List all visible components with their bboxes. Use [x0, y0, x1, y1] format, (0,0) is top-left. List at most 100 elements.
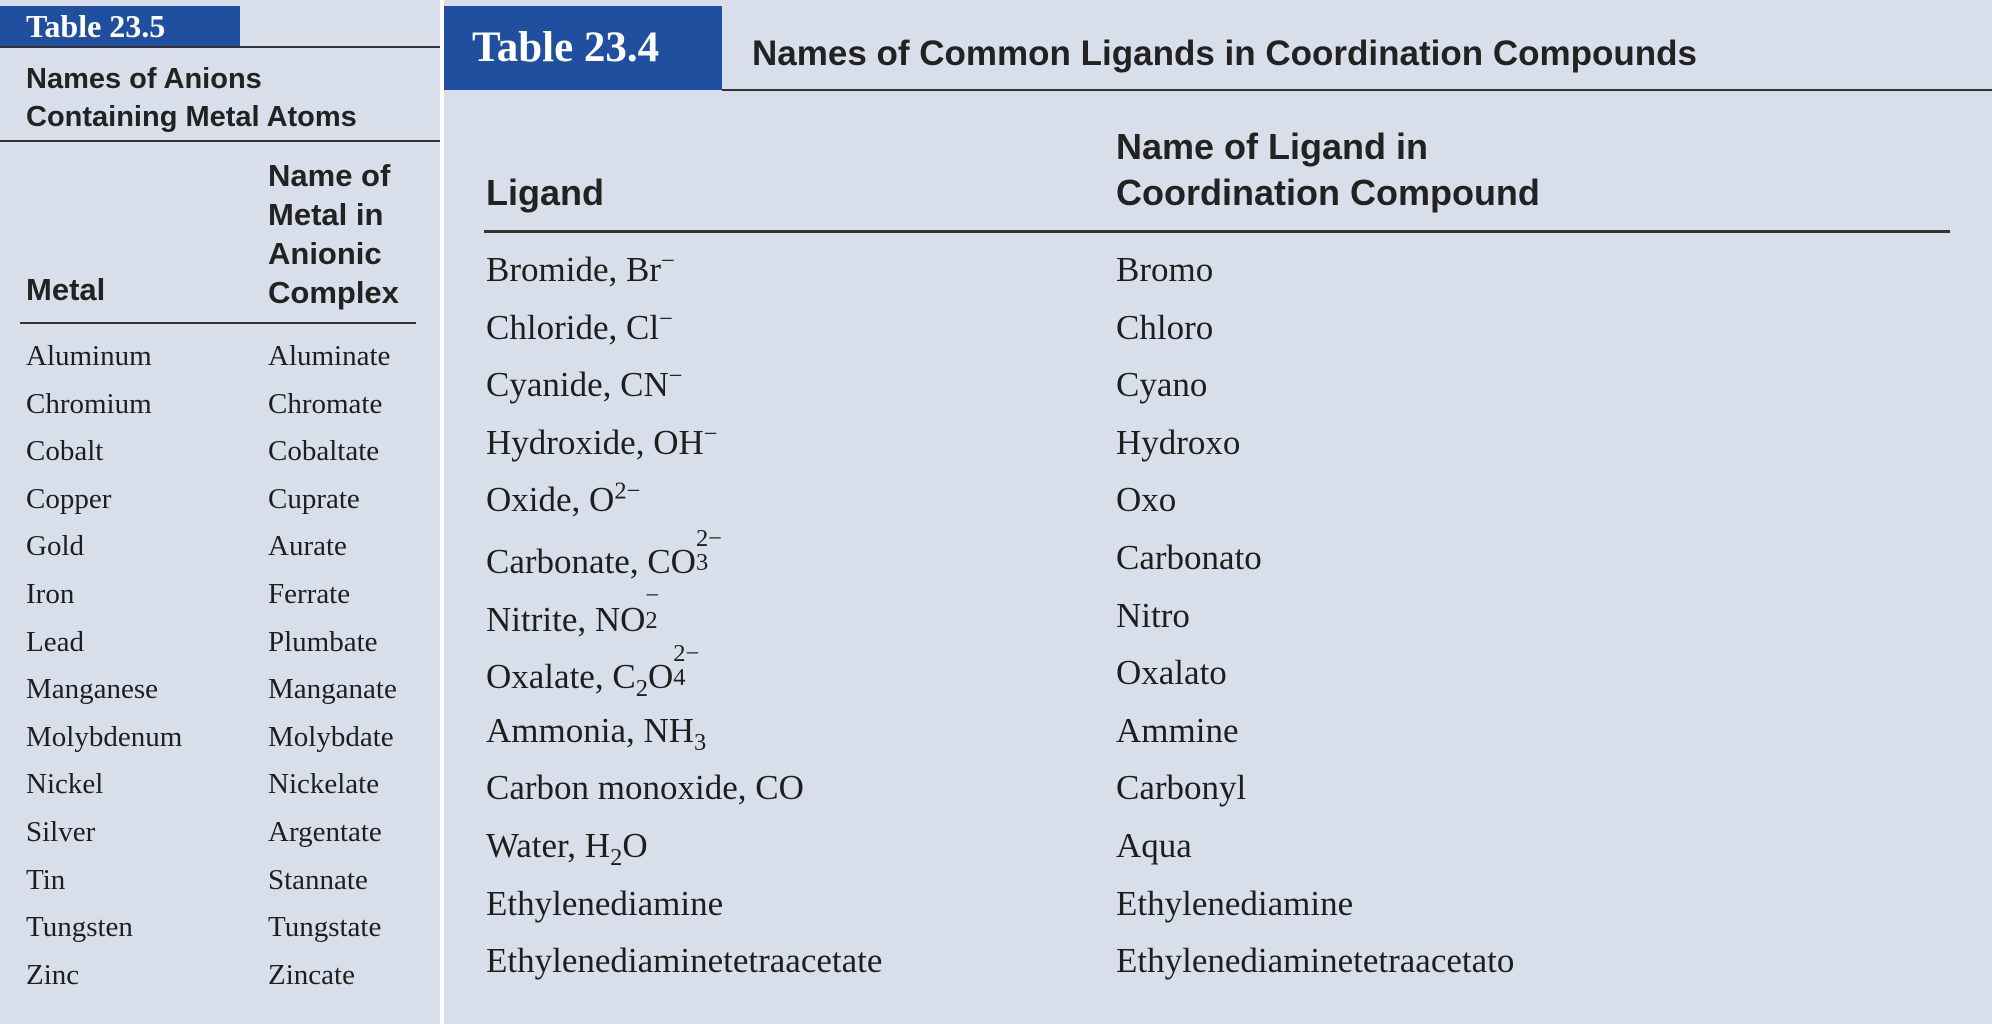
divider	[722, 89, 1992, 91]
ligand-cell: Cyanide, CN−	[486, 362, 683, 405]
anion-name-cell: Tungstate	[268, 911, 382, 944]
table-row: Ethylenediamine Ethylenediamine	[444, 884, 1992, 942]
metal-cell: Nickel	[26, 768, 104, 801]
table-row: Oxide, O2− Oxo	[444, 477, 1992, 538]
table-23-5-panel	[0, 0, 440, 1024]
table-23-4-body: Bromide, Br− Bromo Chloride, Cl− Chloro Cyan…	[444, 247, 1992, 999]
table-row: Tungsten Tungstate	[0, 911, 440, 959]
caption-line: Names of Anions	[26, 63, 262, 95]
table-row: Iron Ferrate	[0, 578, 440, 626]
table-23-4-title: Names of Common Ligands in Coordination …	[752, 34, 1697, 73]
table-row: Tin Stannate	[0, 864, 440, 912]
ligand-cell: Ammonia, NH3	[486, 710, 707, 756]
table-row: Carbonate, CO 2− 3 Carbonato	[444, 524, 1992, 596]
ligand-cell: Nitrite, NO −2	[486, 582, 660, 639]
ligand-cell: Ethylenediamine	[486, 883, 724, 923]
ligand-name-cell: Ethylenediaminetetraacetato	[1116, 941, 1515, 981]
metal-cell: Zinc	[26, 958, 80, 991]
header-rule	[20, 322, 416, 324]
table-row: Bromide, Br− Bromo	[444, 247, 1992, 308]
ligand-name-cell: Bromo	[1116, 250, 1214, 289]
anion-name-cell: Nickelate	[268, 768, 380, 801]
column-header-ligand-name: Name of Ligand in Coordination Compound	[1116, 124, 1540, 216]
table-row: Carbon monoxide, CO Carbonyl	[444, 768, 1992, 826]
metal-cell: Molybdenum	[26, 720, 183, 753]
ligand-cell: Bromide, Br−	[486, 247, 675, 289]
header-line: Complex	[268, 275, 399, 310]
table-row: Ammonia, NH3 Ammine	[444, 711, 1992, 769]
anion-name-cell: Manganate	[268, 673, 397, 706]
ligand-name-cell: Carbonato	[1116, 537, 1262, 577]
table-row: Cobalt Cobaltate	[0, 435, 440, 483]
table-row: Nitrite, NO −2 Nitro	[444, 582, 1992, 654]
ligand-cell: Ethylenediaminetetraacetate	[486, 941, 883, 981]
divider	[0, 140, 440, 142]
ligand-cell: Carbonate, CO 2− 3	[486, 524, 723, 581]
ligand-name-cell: Oxo	[1116, 480, 1177, 520]
anion-name-cell: Ferrate	[268, 577, 351, 610]
table-row: Copper Cuprate	[0, 483, 440, 531]
ligand-name-cell: Oxalato	[1116, 653, 1227, 693]
header-line: Anionic	[268, 236, 382, 271]
ligand-cell: Hydroxide, OH−	[486, 420, 718, 462]
anion-name-cell: Cuprate	[268, 482, 360, 515]
table-row: Hydroxide, OH− Hydroxo	[444, 420, 1992, 481]
metal-cell: Copper	[26, 482, 112, 515]
metal-cell: Aluminum	[26, 340, 152, 372]
divider	[0, 46, 440, 48]
anion-name-cell: Cobaltate	[268, 435, 380, 468]
metal-cell: Iron	[26, 577, 75, 610]
ligand-cell: Carbon monoxide, CO	[486, 768, 804, 808]
table-23-5-tag: Table 23.5	[0, 6, 240, 46]
metal-cell: Chromium	[26, 387, 152, 420]
anion-name-cell: Aluminate	[268, 340, 391, 372]
table-row: Water, H2O Aqua	[444, 826, 1992, 884]
ligand-name-cell: Nitro	[1116, 595, 1190, 635]
anion-name-cell: Argentate	[268, 815, 382, 848]
ligand-cell: Oxide, O2−	[486, 477, 641, 520]
ligand-cell: Water, H2O	[486, 825, 648, 871]
header-rule	[484, 230, 1950, 233]
table-23-5-caption: Names of Anions Containing Metal Atoms	[26, 60, 436, 136]
metal-cell: Tin	[26, 863, 66, 896]
header-line: Name of Ligand in	[1116, 126, 1429, 167]
anion-name-cell: Aurate	[268, 530, 347, 563]
anion-name-cell: Plumbate	[268, 625, 378, 658]
ligand-name-cell: Aqua	[1116, 825, 1192, 865]
ligand-cell: Oxalate, C2O 2− 4	[486, 639, 700, 703]
table-row: Chromium Chromate	[0, 388, 440, 436]
caption-line: Containing Metal Atoms	[26, 101, 357, 133]
metal-cell: Tungsten	[26, 911, 133, 944]
table-row: Molybdenum Molybdate	[0, 721, 440, 769]
anion-name-cell: Molybdate	[268, 720, 394, 753]
ligand-name-cell: Ethylenediamine	[1116, 883, 1354, 923]
anion-name-cell: Stannate	[268, 863, 368, 896]
table-row: Zinc Zincate	[0, 959, 440, 1007]
table-row: Manganese Manganate	[0, 673, 440, 721]
header-line: Metal in	[268, 197, 384, 232]
table-row: Ethylenediaminetetraacetate Ethylenediami…	[444, 941, 1992, 999]
ligand-name-cell: Carbonyl	[1116, 768, 1247, 808]
table-row: Aluminum Aluminate	[0, 340, 440, 388]
ligand-name-cell: Hydroxo	[1116, 422, 1241, 462]
table-23-4-tag: Table 23.4	[444, 6, 722, 90]
metal-cell: Gold	[26, 530, 84, 563]
metal-cell: Manganese	[26, 673, 159, 706]
header-line: Coordination Compound	[1116, 172, 1540, 213]
ligand-cell: Chloride, Cl−	[486, 304, 673, 347]
table-row: Gold Aurate	[0, 530, 440, 578]
table-row: Cyanide, CN− Cyano	[444, 362, 1992, 423]
column-header-metal: Metal	[26, 272, 106, 307]
metal-cell: Cobalt	[26, 435, 104, 468]
ligand-name-cell: Ammine	[1116, 710, 1239, 750]
table-row: Chloride, Cl− Chloro	[444, 304, 1992, 366]
ligand-name-cell: Cyano	[1116, 365, 1208, 405]
table-23-4-panel	[444, 0, 1992, 1024]
table-row: Lead Plumbate	[0, 626, 440, 674]
anion-name-cell: Zincate	[268, 958, 355, 991]
column-header-ligand: Ligand	[486, 172, 604, 213]
table-row: Oxalate, C2O 2− 4 Oxalato	[444, 639, 1992, 711]
table-row: Silver Argentate	[0, 816, 440, 864]
metal-cell: Silver	[26, 815, 96, 848]
column-header-metal-name: Name of Metal in Anionic Complex	[268, 156, 428, 312]
